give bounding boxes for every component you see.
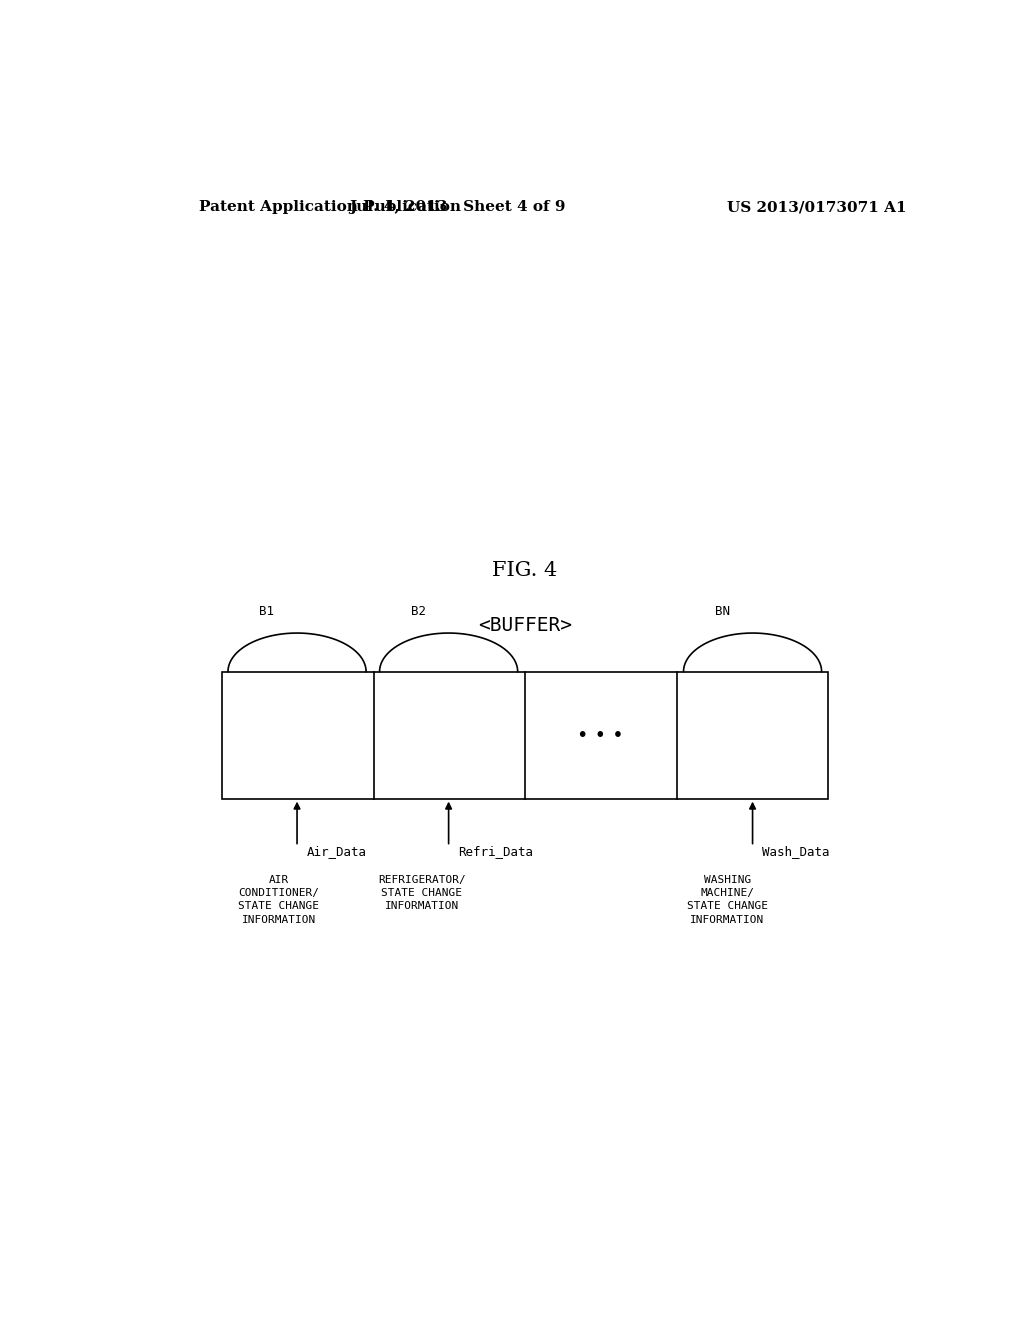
Text: Wash_Data: Wash_Data	[762, 845, 829, 858]
Text: B1: B1	[259, 605, 274, 618]
Text: • • •: • • •	[577, 726, 624, 744]
Text: Refri_Data: Refri_Data	[458, 845, 534, 858]
Text: Air_Data: Air_Data	[306, 845, 367, 858]
Text: B2: B2	[411, 605, 426, 618]
Text: FIG. 4: FIG. 4	[493, 561, 557, 579]
Bar	[221, 672, 828, 799]
Text: BN: BN	[715, 605, 729, 618]
Text: Jul. 4, 2013   Sheet 4 of 9: Jul. 4, 2013 Sheet 4 of 9	[349, 201, 565, 214]
Text: AIR
CONDITIONER/
STATE CHANGE
INFORMATION: AIR CONDITIONER/ STATE CHANGE INFORMATIO…	[239, 875, 319, 924]
Text: REFRIGERATOR/
STATE CHANGE
INFORMATION: REFRIGERATOR/ STATE CHANGE INFORMATION	[378, 875, 466, 911]
Text: <BUFFER>: <BUFFER>	[478, 616, 571, 635]
Text: WASHING
MACHINE/
STATE CHANGE
INFORMATION: WASHING MACHINE/ STATE CHANGE INFORMATIO…	[687, 875, 768, 924]
Text: Patent Application Publication: Patent Application Publication	[200, 201, 462, 214]
Text: US 2013/0173071 A1: US 2013/0173071 A1	[727, 201, 907, 214]
